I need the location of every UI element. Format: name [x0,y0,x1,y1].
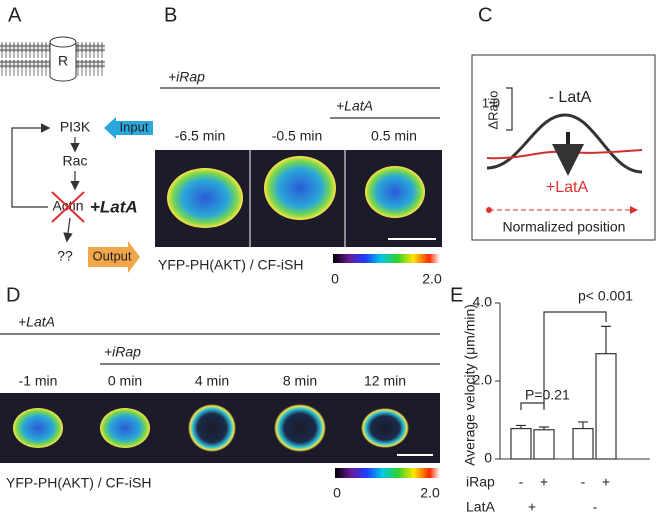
profile-curve [486,113,643,174]
y-label: ΔRatio [485,90,500,129]
x-label: Normalized position [503,219,626,235]
panel-label: E [450,284,463,306]
cell-image [13,408,63,448]
error-bar [601,325,611,354]
y-label: Average velocity (μm/min) [462,304,478,466]
treated-label: +LatA [546,179,589,196]
time-label: -0.5 min [272,128,323,144]
treatment-label: +LatA [18,314,55,330]
significance-bracket [543,311,607,408]
treatment-label: +iRap [168,69,205,85]
panel-label: D [6,284,20,306]
treatment-label: +iRap [104,344,141,360]
time-label: 12 min [364,373,406,389]
scale-label: 1.0 [482,95,500,110]
caption: YFP-PH(AKT) / CF-iSH [158,257,303,273]
colorbar-label: 2.0 [420,485,440,501]
cell-image [264,156,336,220]
panel-label: B [164,4,177,26]
group-label: - [593,499,598,515]
receptor [49,42,77,82]
panel-d: D +LatA +iRap -1 min 0 min 4 min 8 min 1… [0,284,440,501]
panel-label: A [8,4,22,26]
colorbar-label: 2.0 [422,271,442,287]
drug-label: +LatA [90,197,138,216]
node: Rac [63,153,88,169]
bar [533,429,555,460]
receptor-label: R [58,53,68,69]
x-tick-label: - [581,474,586,490]
time-label: 0.5 min [371,128,417,144]
time-label: -6.5 min [175,128,226,144]
bar [510,427,532,460]
colorbar-label: 0 [331,271,339,287]
y-tick-label: 4.0 [473,294,493,310]
cell-image [365,166,425,218]
x-tick-label: - [519,474,524,490]
treatment-label: +LatA [336,98,373,114]
significance-bracket [520,402,545,410]
receptor-top [49,36,77,48]
cell-image [167,168,243,228]
panel-box [471,54,656,241]
annotation: P=0.21 [525,387,570,403]
colorbar-label: 0 [333,485,341,501]
time-label: 4 min [195,373,229,389]
colorbar [333,254,440,263]
annotation: p< 0.001 [578,288,633,304]
input-arrow [104,117,153,139]
time-label: 8 min [283,373,317,389]
position-start [486,207,492,213]
input-label: Input [120,119,149,134]
time-label: -1 min [19,373,58,389]
x-tick-label: + [602,474,610,490]
cell-image [361,408,409,448]
error-bar [539,426,549,430]
node: ?? [57,248,73,264]
panel-c: C - LatA ΔRatio 1.0 +LatA Normalized pos… [471,4,656,241]
output-label: Output [92,248,131,263]
cell-image [274,404,326,452]
condition-label: - LatA [549,89,592,106]
caption: YFP-PH(AKT) / CF-iSH [6,475,151,491]
error-bar [516,424,526,429]
bar [595,353,617,460]
node: PI3K [60,119,91,135]
colorbar [335,468,440,478]
cell-image [188,404,236,452]
scale-bracket [506,87,513,131]
error-bar [578,421,588,429]
row-title: LatA [466,499,495,515]
feedback-arrow [11,123,51,208]
panel-b: B +iRap +LatA -6.5 min -0.5 min 0.5 min … [155,4,442,287]
group-label: + [528,499,536,515]
output-arrow [88,241,140,273]
profile-curve [486,149,643,160]
panel-e: E Average velocity (μm/min) iRap LatA + … [450,284,650,515]
inhibition-cross [51,191,85,223]
y-tick-label: 2.0 [473,372,493,388]
panel-a: A R PI3K Rac Actin ?? +LatA Input Output [0,4,153,273]
y-tick-label: 0 [484,450,492,466]
bar [572,427,594,460]
cell-image [100,408,150,448]
panel-label: C [478,4,492,26]
arrow [63,217,73,243]
time-label: 0 min [108,373,142,389]
row-title: iRap [466,474,495,490]
x-tick-label: + [540,474,548,490]
